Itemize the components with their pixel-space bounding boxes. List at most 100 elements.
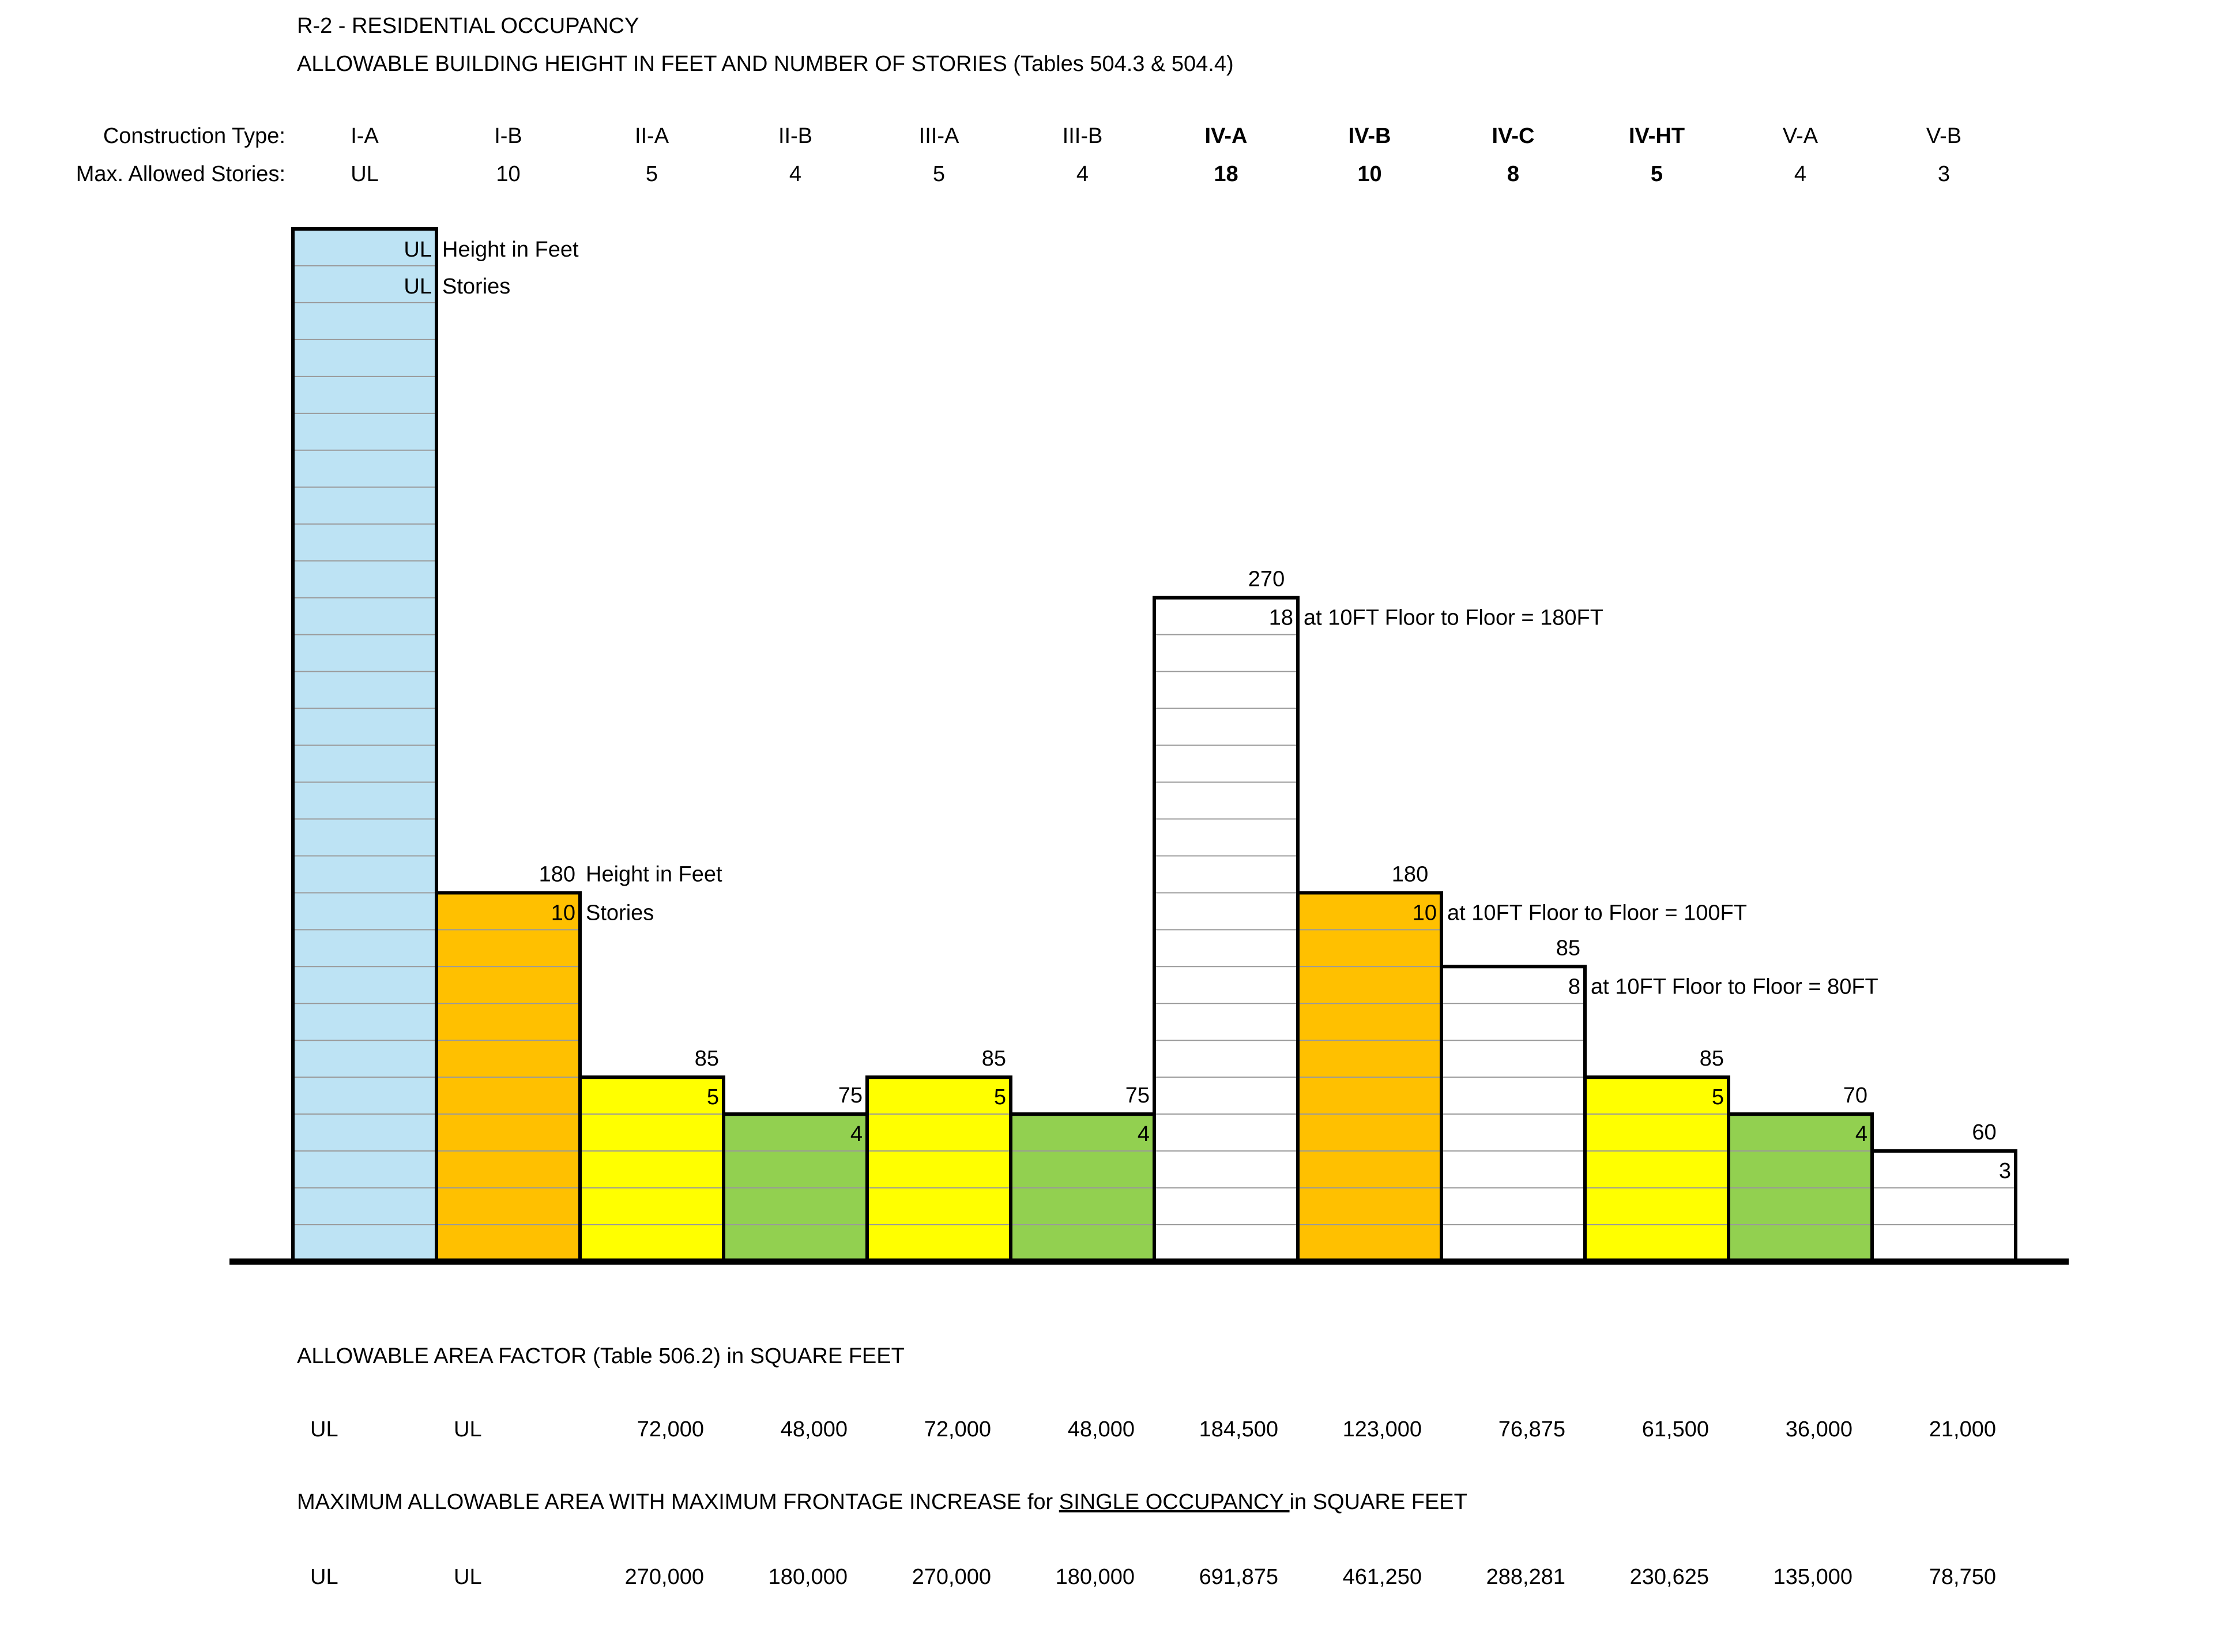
max-stories-i-b: 10: [496, 162, 520, 186]
max-area-value-ii-a: 270,000: [625, 1565, 704, 1589]
bar-stories-label-iii-a: 5: [994, 1085, 1006, 1109]
max-area-value-ii-b: 180,000: [769, 1565, 848, 1589]
bar-height-label-i-b: 180: [539, 862, 575, 886]
bar-iii-a: [865, 1075, 1012, 1264]
bar-height-label-iv-b: 180: [1392, 862, 1428, 886]
annotation-i-a-height: Height in Feet: [442, 238, 579, 262]
construction-type-label: Construction Type:: [103, 124, 285, 148]
area-factor-value-iv-ht: 61,500: [1642, 1417, 1709, 1442]
area-factor-value-v-b: 21,000: [1929, 1417, 1996, 1442]
area-factor-value-iv-b: 123,000: [1343, 1417, 1422, 1442]
max-area-value-i-a: UL: [310, 1565, 338, 1589]
bar-stories-label-iv-a: 18: [1269, 606, 1293, 630]
max-area-value-v-b: 78,750: [1929, 1565, 1996, 1589]
construction-type-row: I-A I-B II-A II-B III-A III-B IV-A IV-B IV-C IV-H…: [351, 124, 1961, 148]
construction-type-iii-a: III-A: [919, 124, 959, 148]
bar-height-label-ii-a: 85: [695, 1047, 719, 1071]
construction-type-iv-c: IV-C: [1492, 124, 1535, 148]
page-subtitle: ALLOWABLE BUILDING HEIGHT IN FEET AND NU…: [297, 52, 1234, 76]
construction-type-iv-b: IV-B: [1349, 124, 1391, 148]
bar-stories-label-iv-b: 10: [1413, 901, 1437, 925]
bar-height-label-iv-a: 270: [1248, 567, 1285, 592]
max-area-value-iv-ht: 230,625: [1630, 1565, 1709, 1589]
bar-v-b: [1870, 1149, 2017, 1264]
area-factor-value-iii-a: 72,000: [924, 1417, 991, 1442]
construction-type-i-a: I-A: [351, 124, 379, 148]
max-stories-ii-a: 5: [646, 162, 658, 186]
max-stories-label: Max. Allowed Stories:: [76, 162, 285, 186]
max-area-value-iv-a: 691,875: [1199, 1565, 1278, 1589]
bar-height-label-i-a: UL: [404, 238, 432, 262]
bar-height-label-iv-c: 85: [1556, 936, 1580, 960]
max-stories-v-b: 3: [1938, 162, 1950, 186]
area-factor-value-i-a: UL: [310, 1417, 338, 1442]
bar-stories-label-v-a: 4: [1855, 1122, 1867, 1146]
max-area-value-v-a: 135,000: [1774, 1565, 1852, 1589]
bar-stories-label-ii-b: 4: [850, 1122, 863, 1146]
max-area-heading-start: MAXIMUM ALLOWABLE AREA WITH MAXIMUM FRON…: [297, 1490, 1059, 1514]
max-stories-iv-b: 10: [1357, 162, 1381, 186]
bar-height-label-iii-b: 75: [1125, 1083, 1150, 1108]
area-factor-value-ii-a: 72,000: [637, 1417, 704, 1442]
max-stories-iii-b: 4: [1076, 162, 1089, 186]
bar-iv-ht: [1583, 1075, 1730, 1264]
annotation-iv-b-stories: at 10FT Floor to Floor = 100FT: [1447, 901, 1747, 925]
construction-type-v-b: V-B: [1926, 124, 1961, 148]
area-factor-value-i-b: UL: [454, 1417, 482, 1442]
max-area-value-iii-a: 270,000: [912, 1565, 991, 1589]
construction-type-v-a: V-A: [1783, 124, 1818, 148]
max-stories-v-a: 4: [1794, 162, 1806, 186]
construction-type-ii-a: II-A: [635, 124, 669, 148]
page-title: R-2 - RESIDENTIAL OCCUPANCY: [297, 14, 639, 38]
max-stories-iv-ht: 5: [1651, 162, 1663, 186]
area-factor-value-ii-b: 48,000: [781, 1417, 848, 1442]
construction-type-iv-ht: IV-HT: [1629, 124, 1685, 148]
max-area-value-i-b: UL: [454, 1565, 482, 1589]
annotation-iv-c-stories: at 10FT Floor to Floor = 80FT: [1591, 974, 1878, 999]
bar-stories-label-iv-ht: 5: [1712, 1085, 1724, 1109]
construction-type-i-b: I-B: [494, 124, 522, 148]
bar-stories-label-iii-b: 4: [1138, 1122, 1150, 1146]
bar-labels-group: UL UL 10 180 5 85 4 75 5 85 4 75 18 270 10 180 8 85 5 85 4 70…: [404, 236, 2017, 1186]
max-stories-i-a: UL: [351, 162, 379, 186]
bar-stories-label-iv-c: 8: [1568, 974, 1580, 999]
annotation-iv-a-stories: at 10FT Floor to Floor = 180FT: [1304, 606, 1603, 630]
bar-stories-label-ii-a: 5: [707, 1085, 719, 1109]
bar-height-label-ii-b: 75: [838, 1083, 863, 1108]
construction-type-iii-b: III-B: [1063, 124, 1103, 148]
max-area-heading-end: in SQUARE FEET: [1290, 1490, 1467, 1514]
construction-type-ii-b: II-B: [778, 124, 812, 148]
area-factor-row: UL UL 72,000 48,000 72,000 48,000 184,500 123,0…: [310, 1417, 1996, 1442]
bar-ii-a: [578, 1075, 725, 1264]
bars-group: [291, 227, 2017, 1264]
bar-stories-label-i-a: UL: [404, 274, 432, 299]
max-area-value-iv-c: 288,281: [1486, 1565, 1565, 1589]
bar-height-label-v-b: 60: [1972, 1120, 1996, 1145]
max-area-value-iv-b: 461,250: [1343, 1565, 1422, 1589]
max-area-heading-underlined: SINGLE OCCUPANCY: [1059, 1490, 1290, 1514]
max-area-row: UL UL 270,000 180,000 270,000 180,000 691,875 4…: [310, 1565, 1996, 1589]
bar-stories-label-i-b: 10: [551, 901, 575, 925]
max-stories-iv-c: 8: [1507, 162, 1519, 186]
construction-type-iv-a: IV-A: [1205, 124, 1248, 148]
area-factor-value-iv-c: 76,875: [1498, 1417, 1565, 1442]
area-factor-value-iv-a: 184,500: [1199, 1417, 1278, 1442]
bar-height-label-iv-ht: 85: [1700, 1047, 1724, 1071]
max-stories-ii-b: 4: [789, 162, 801, 186]
annotation-i-a-stories: Stories: [442, 274, 510, 299]
bar-stories-label-v-b: 3: [1999, 1159, 2011, 1183]
bar-height-label-v-a: 70: [1843, 1083, 1867, 1108]
max-area-value-iii-b: 180,000: [1056, 1565, 1135, 1589]
bar-height-label-iii-a: 85: [982, 1047, 1006, 1071]
max-stories-iii-a: 5: [933, 162, 945, 186]
area-factor-value-iii-b: 48,000: [1068, 1417, 1135, 1442]
max-area-heading: MAXIMUM ALLOWABLE AREA WITH MAXIMUM FRON…: [297, 1490, 1467, 1514]
max-stories-iv-a: 18: [1214, 162, 1238, 186]
area-factor-value-v-a: 36,000: [1786, 1417, 1852, 1442]
area-factor-heading: ALLOWABLE AREA FACTOR (Table 506.2) in S…: [297, 1344, 905, 1368]
max-stories-row: UL 10 5 4 5 4 18 10 8 5 4 3: [351, 162, 1950, 186]
annotation-i-b-height: Height in Feet: [586, 862, 722, 886]
annotation-i-b-stories: Stories: [586, 901, 654, 925]
